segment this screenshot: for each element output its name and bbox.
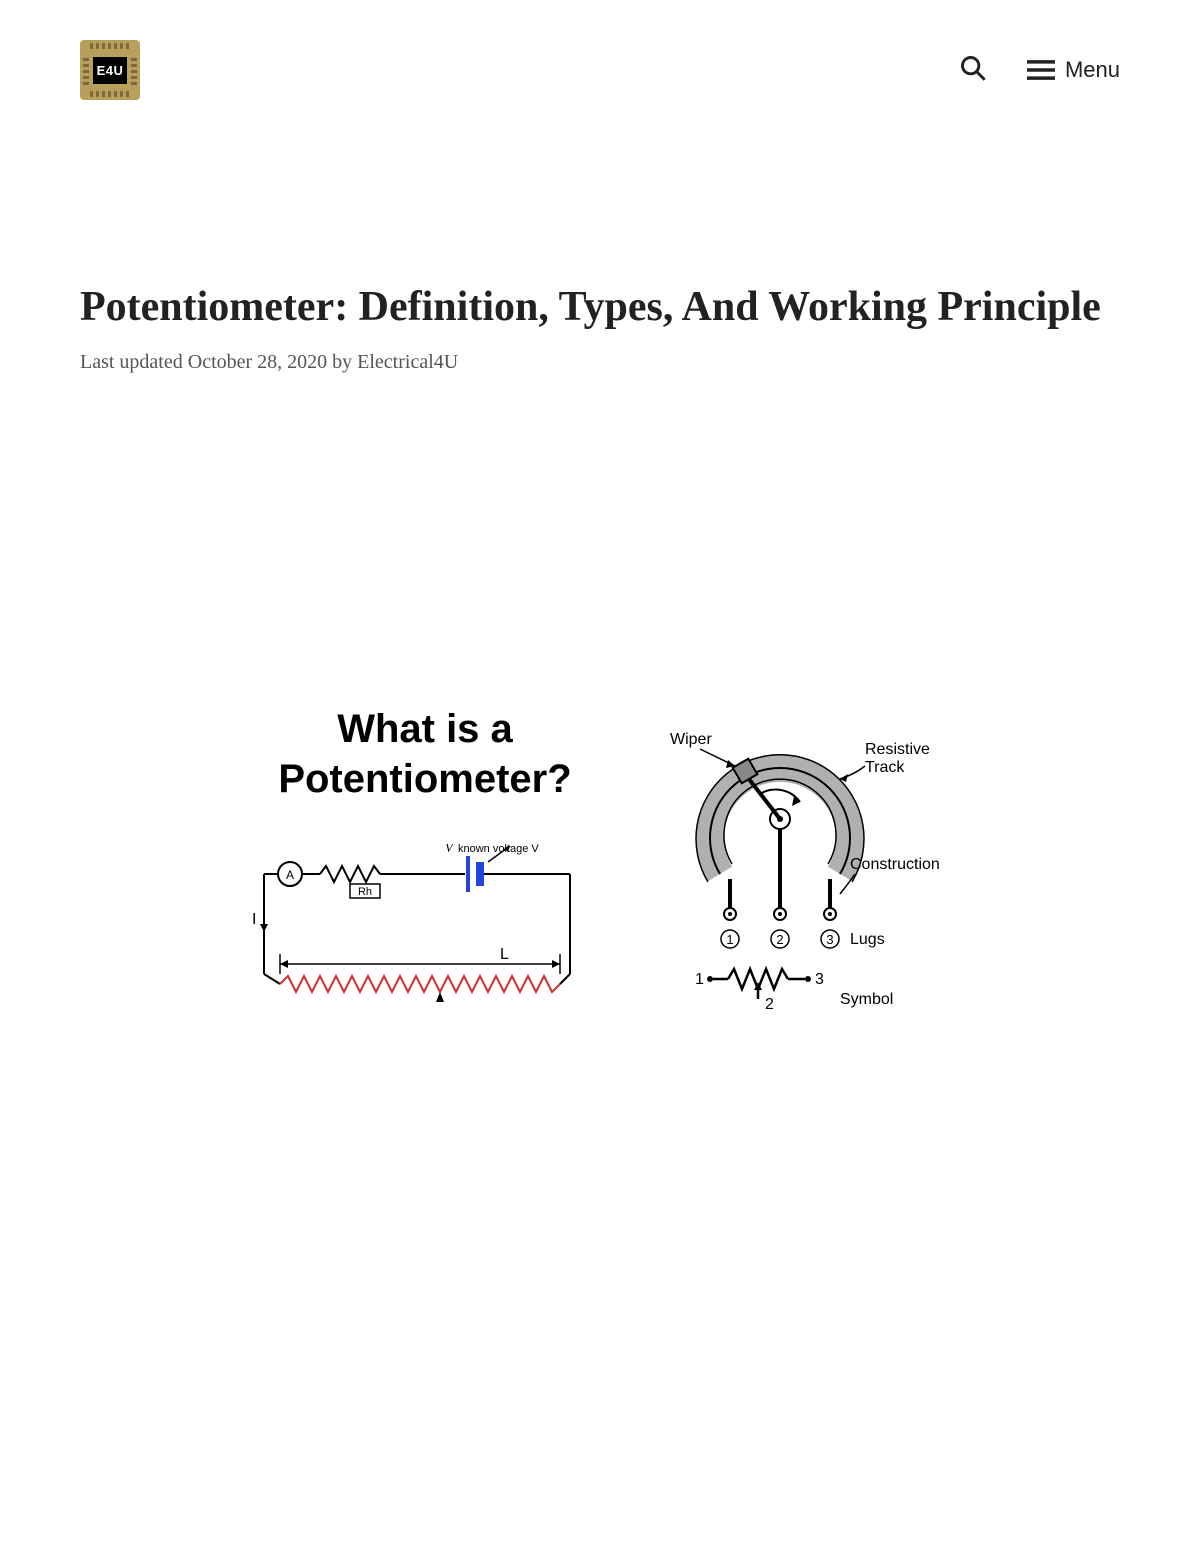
- svg-text:2: 2: [765, 996, 774, 1013]
- svg-text:L: L: [500, 946, 509, 963]
- svg-text:Symbol: Symbol: [840, 991, 893, 1008]
- svg-text:1: 1: [726, 932, 733, 947]
- svg-text:Resistive: Resistive: [865, 741, 930, 758]
- svg-text:2: 2: [776, 932, 783, 947]
- svg-text:Rh: Rh: [358, 886, 372, 898]
- svg-text:Lugs: Lugs: [850, 931, 885, 948]
- circuit-diagram: A Rh V known voltage V: [240, 844, 610, 1024]
- article-title: Potentiometer: Definition, Types, And Wo…: [80, 280, 1120, 335]
- article-meta: Last updated October 28, 2020 by Electri…: [80, 351, 1120, 374]
- svg-text:Construction: Construction: [850, 856, 940, 873]
- svg-text:I: I: [252, 911, 256, 928]
- svg-text:1: 1: [695, 971, 704, 988]
- figure-container: What is a Potentiometer? A Rh V kno: [80, 704, 1120, 1029]
- figure-left-title: What is a Potentiometer?: [240, 704, 610, 804]
- svg-text:3: 3: [815, 971, 824, 988]
- menu-label: Menu: [1065, 57, 1120, 83]
- hamburger-icon: [1027, 59, 1055, 81]
- svg-text:Track: Track: [865, 759, 905, 776]
- svg-text:3: 3: [826, 932, 833, 947]
- menu-button[interactable]: Menu: [1027, 57, 1120, 83]
- svg-text:Wiper: Wiper: [670, 731, 712, 748]
- search-icon[interactable]: [959, 54, 987, 87]
- svg-text:A: A: [286, 868, 294, 882]
- site-logo[interactable]: E4U: [80, 40, 140, 100]
- potentiometer-diagram: 1 2 3 Wiper Resistive Track Construction…: [640, 724, 960, 1024]
- svg-text:V: V: [445, 844, 455, 855]
- logo-text: E4U: [93, 57, 128, 84]
